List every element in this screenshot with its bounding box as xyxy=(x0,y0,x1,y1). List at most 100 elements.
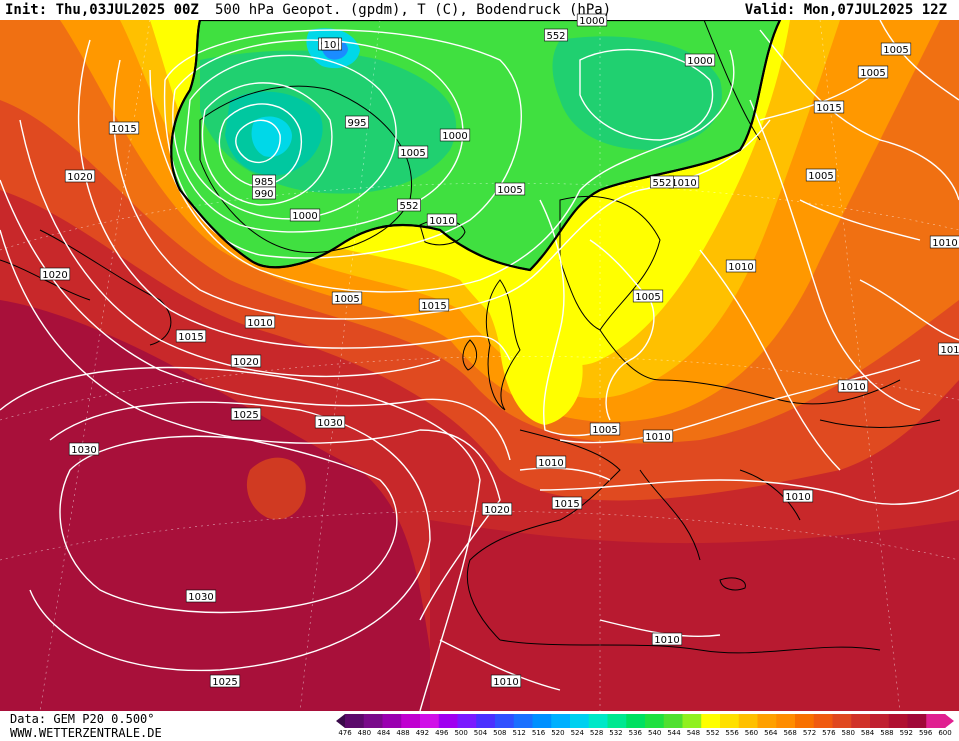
color-scale-swatch xyxy=(720,714,740,728)
color-scale-tick-label: 600 xyxy=(938,729,952,737)
svg-text:1005: 1005 xyxy=(400,148,425,159)
svg-text:1005: 1005 xyxy=(860,68,885,79)
isobar-label-1000-top: 1000 xyxy=(576,13,608,27)
coastlines xyxy=(0,20,941,654)
color-scale-swatch xyxy=(438,714,458,728)
svg-text:1025: 1025 xyxy=(212,677,237,688)
color-scale-labels: 476 480 484 488 492 496 500 504 508 512 516 520 524 5… xyxy=(338,729,951,741)
isobar-label-1030-azores: 1030 xyxy=(314,415,346,429)
color-scale-tick-label: 596 xyxy=(918,729,933,737)
website-credit: WWW.WETTERZENTRALE.DE xyxy=(10,726,162,740)
isobar-label-985: 985 xyxy=(252,174,276,188)
color-scale-tick-label: 592 xyxy=(899,729,913,737)
temperature-field-south xyxy=(430,520,959,711)
color-scale-swatch xyxy=(907,714,927,728)
isobar-label-1000-greenland: 1000 xyxy=(289,208,321,222)
color-scale-swatch xyxy=(495,714,515,728)
color-scale-swatch xyxy=(588,714,608,728)
isobar-label-1005-ne2: 1005 xyxy=(857,65,889,79)
svg-text:1000: 1000 xyxy=(579,16,604,27)
color-scale-swatch xyxy=(476,714,496,728)
color-scale-swatch xyxy=(738,714,758,728)
svg-text:1020: 1020 xyxy=(484,505,509,516)
svg-text:1020: 1020 xyxy=(67,172,92,183)
isobar-label-1010-north-africa: 1010 xyxy=(490,674,522,688)
color-scale-max-arrow xyxy=(945,714,954,728)
geopot-label-552-north: 552 xyxy=(544,28,568,42)
color-scale-tick-label: 512 xyxy=(512,729,526,737)
isobar-label-1005-germany: 1005 xyxy=(589,422,621,436)
isobar-label-1005-atlantic: 1005 xyxy=(331,291,363,305)
high-pressure-core xyxy=(246,457,306,520)
svg-text:1015: 1015 xyxy=(816,103,841,114)
color-scale-tick-label: 576 xyxy=(822,729,836,737)
color-scale-swatch xyxy=(570,714,590,728)
svg-text:1000: 1000 xyxy=(292,211,317,222)
color-scale-tick-label: 480 xyxy=(357,729,372,737)
isobar-label-1000-nordic: 1000 xyxy=(684,53,716,67)
svg-text:990: 990 xyxy=(254,189,273,200)
isobar-label-1005-iceland: 1005 xyxy=(397,145,429,159)
svg-text:1030: 1030 xyxy=(188,592,213,603)
color-scale-swatch xyxy=(926,714,946,728)
temperature-field-southwest xyxy=(0,300,440,711)
color-scale-tick-label: 508 xyxy=(493,729,507,737)
isobar-label-1015-east: 1015 xyxy=(813,100,845,114)
svg-text:1015: 1015 xyxy=(554,499,579,510)
isobar-label-1005-southern-scandinavia: 1005 xyxy=(632,289,664,303)
isobar-label-1010-baltic: 1010 xyxy=(725,259,757,273)
svg-text:552: 552 xyxy=(652,178,671,189)
color-scale-swatch xyxy=(776,714,796,728)
svg-text:1010: 1010 xyxy=(671,178,696,189)
isobar-label-1010-sahara: 1010 xyxy=(929,235,959,249)
svg-text:1010: 1010 xyxy=(493,677,518,688)
isobar-label-1015-biscay: 1015 xyxy=(551,496,583,510)
isobar-label-995: 995 xyxy=(345,115,369,129)
svg-text:1030: 1030 xyxy=(317,418,342,429)
geopot-552-contour xyxy=(170,20,782,272)
cold-air-core-deepest xyxy=(251,116,292,157)
graticule xyxy=(0,20,959,711)
color-scale-swatch xyxy=(645,714,665,728)
svg-text:1005: 1005 xyxy=(808,171,833,182)
color-scale-swatch xyxy=(870,714,890,728)
svg-text:1010: 1010 xyxy=(645,432,670,443)
isobar-label-1020-canada: 1020 xyxy=(39,267,71,281)
geopot-label-552-east: 552 xyxy=(650,175,674,189)
color-scale-tick-label: 476 xyxy=(338,729,352,737)
svg-text:1010: 1010 xyxy=(728,262,753,273)
color-scale-swatch xyxy=(682,714,702,728)
warm-tongue-north-sea xyxy=(477,268,583,425)
color-scale-tick-label: 524 xyxy=(570,729,584,737)
isobar-label-1010-greece: 1010 xyxy=(651,632,683,646)
color-scale-tick-label: 564 xyxy=(764,729,778,737)
svg-text:995: 995 xyxy=(347,118,366,129)
svg-text:1015: 1015 xyxy=(178,332,203,343)
color-scale-swatch xyxy=(663,714,683,728)
cold-air-core-east xyxy=(552,36,722,150)
svg-text:1010: 1010 xyxy=(429,216,454,227)
color-scale-tick-label: 488 xyxy=(396,729,410,737)
isobar-label-1020-atlantic: 1020 xyxy=(230,354,262,368)
color-scale-tick-label: 540 xyxy=(647,729,662,737)
svg-text:1015: 1015 xyxy=(421,301,446,312)
color-scale-bar xyxy=(336,714,954,728)
isobar-label-1020-west: 1020 xyxy=(64,169,96,183)
svg-text:1025: 1025 xyxy=(233,410,258,421)
isobar-label-1005-ne1: 1005 xyxy=(880,42,912,56)
color-scale-tick-label: 556 xyxy=(725,729,739,737)
svg-text:552: 552 xyxy=(399,201,418,212)
svg-text:1010: 1010 xyxy=(840,382,865,393)
isobar-label-1020-iberia: 1020 xyxy=(481,502,513,516)
color-scale-swatch xyxy=(626,714,646,728)
color-scale-swatch xyxy=(607,714,627,728)
svg-text:1020: 1020 xyxy=(42,270,67,281)
svg-text:1000: 1000 xyxy=(442,131,467,142)
svg-text:1010: 1010 xyxy=(654,635,679,646)
svg-text:1010: 1010 xyxy=(785,492,810,503)
color-scale-tick-label: 536 xyxy=(628,729,642,737)
color-scale-tick-label: 496 xyxy=(435,729,449,737)
isobar-labels: 9905521000100510051000101510209859909951… xyxy=(39,13,959,688)
geopot-label-552-greenland: 552 xyxy=(397,198,421,212)
color-scale-tick-label: 568 xyxy=(783,729,797,737)
